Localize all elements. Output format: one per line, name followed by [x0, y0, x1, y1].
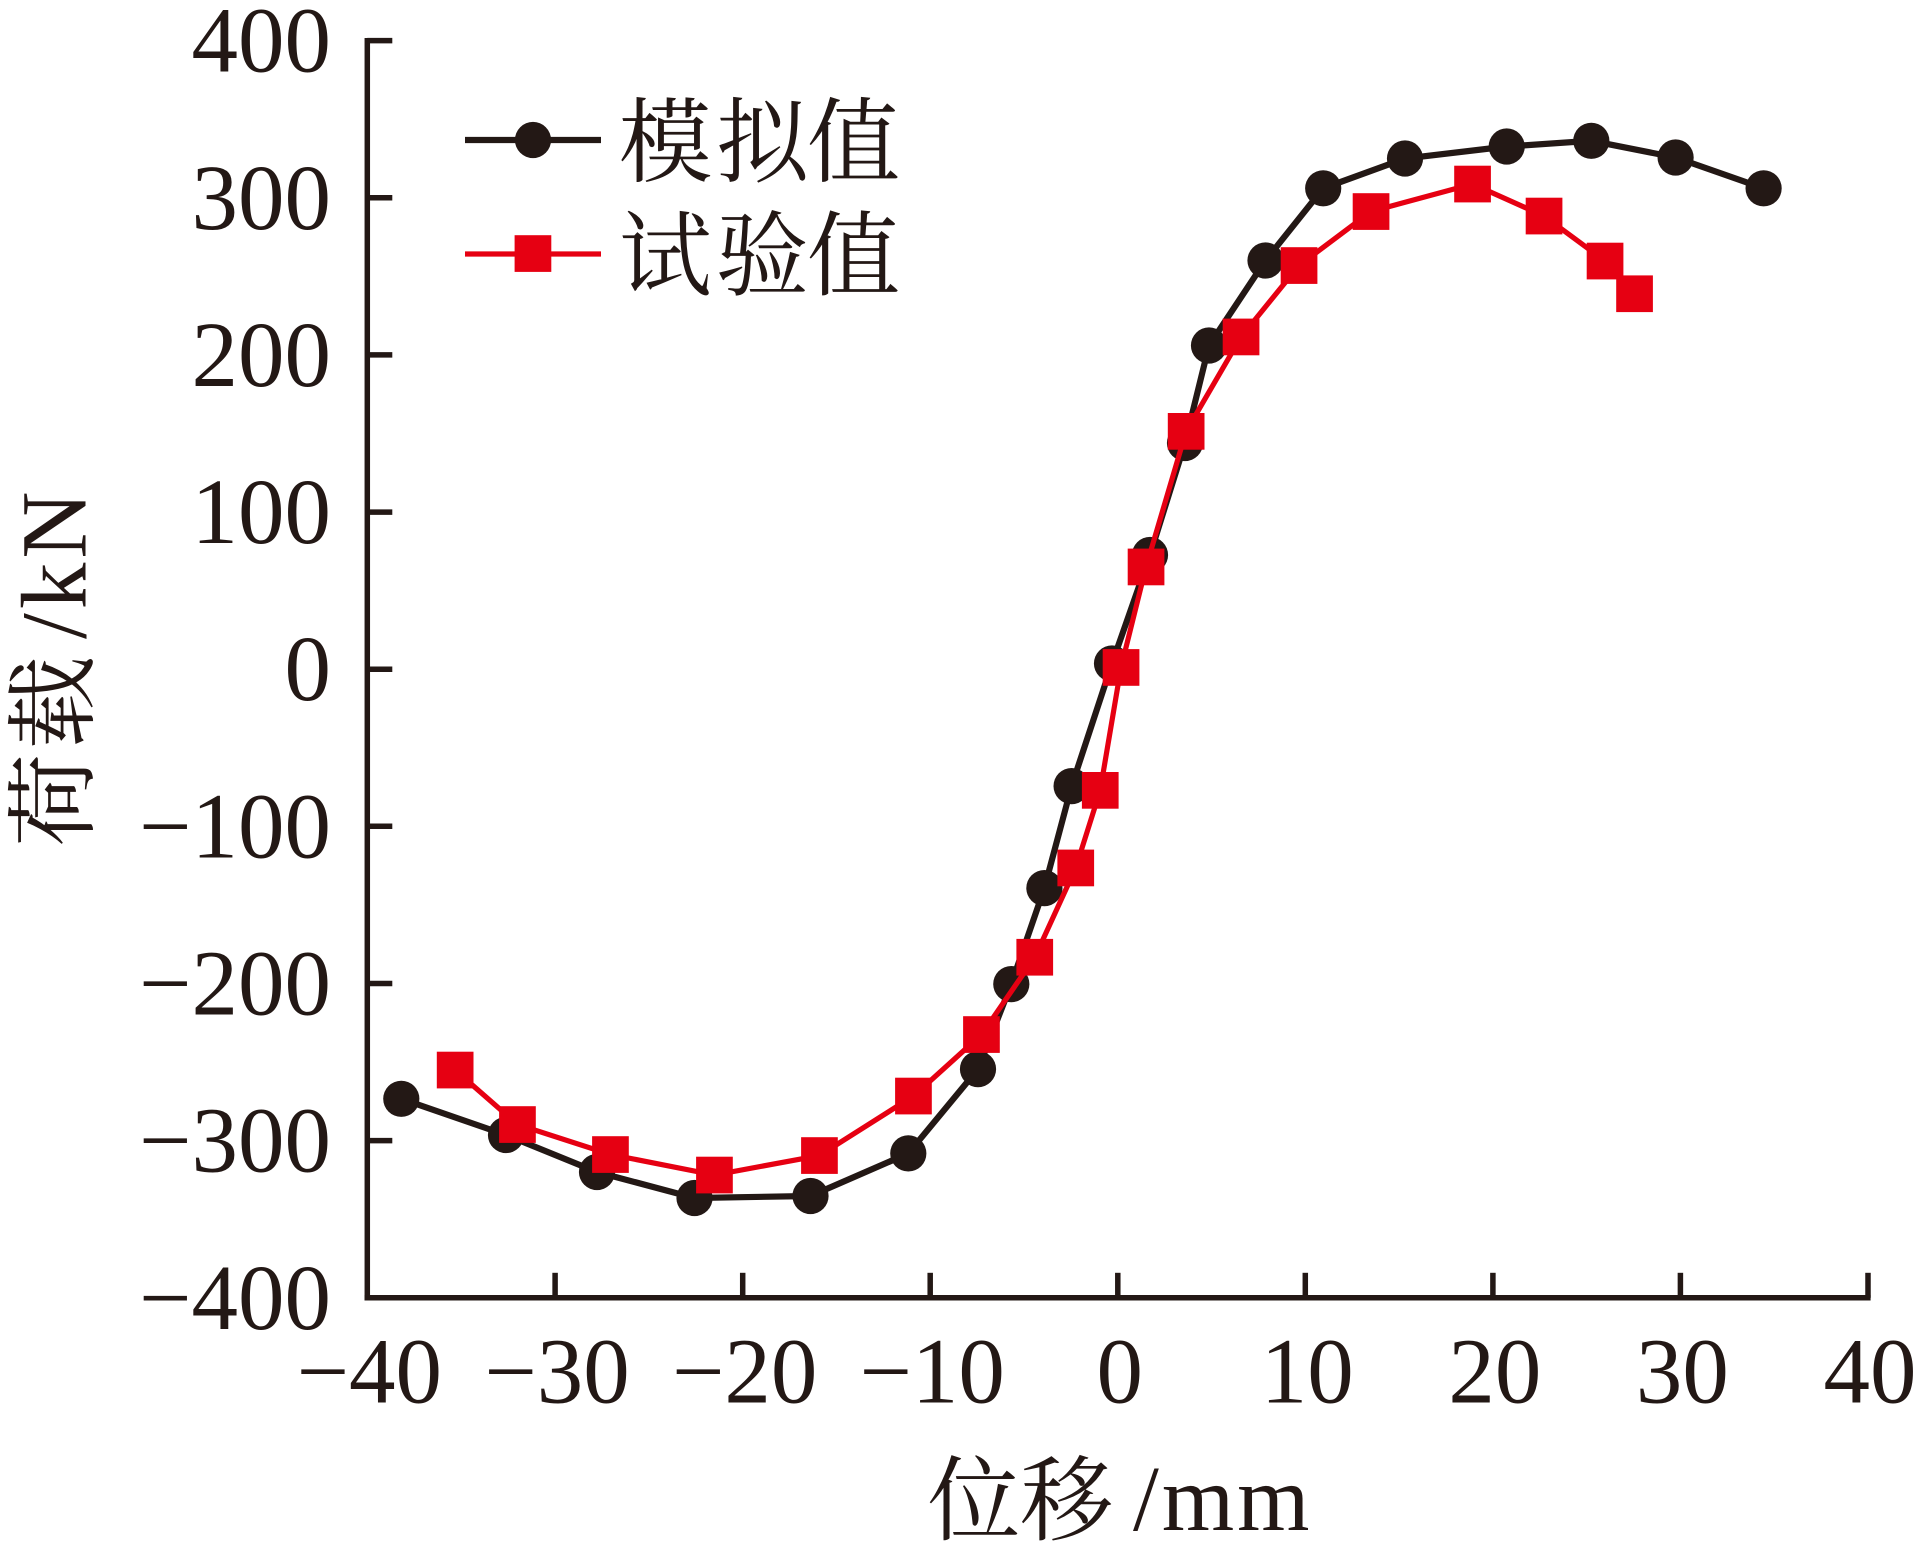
svg-text:10: 10 [1261, 1321, 1354, 1424]
svg-text:−10: −10 [859, 1321, 1004, 1424]
svg-text:30: 30 [1636, 1321, 1729, 1424]
svg-text:400: 400 [192, 0, 332, 93]
svg-text:40: 40 [1824, 1321, 1916, 1424]
svg-text:0: 0 [285, 618, 332, 721]
svg-text:300: 300 [192, 147, 332, 250]
svg-text:−300: −300 [139, 1090, 331, 1193]
svg-text:−20: −20 [672, 1321, 817, 1424]
svg-text:−200: −200 [139, 933, 331, 1036]
svg-text:20: 20 [1448, 1321, 1541, 1424]
svg-text:−40: −40 [297, 1321, 442, 1424]
svg-text:100: 100 [192, 461, 332, 564]
svg-text:−100: −100 [139, 775, 331, 878]
svg-text:−30: −30 [484, 1321, 629, 1424]
svg-text:200: 200 [192, 304, 332, 407]
svg-text:/mm: /mm [1133, 1448, 1313, 1545]
svg-text:0: 0 [1097, 1321, 1144, 1424]
svg-text:/kN: /kN [4, 487, 107, 639]
